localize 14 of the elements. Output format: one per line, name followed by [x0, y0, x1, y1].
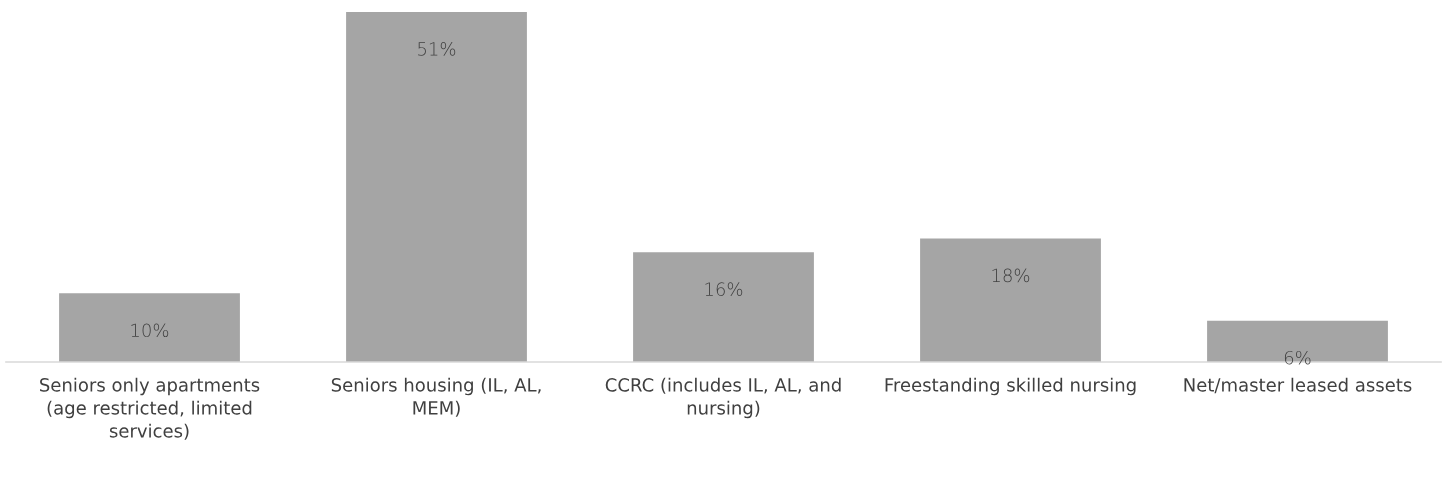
x-tick-label: Seniors only apartments (age restricted, limited services)	[40, 377, 260, 440]
bar	[59, 293, 240, 362]
data-label: 6%	[1284, 350, 1311, 365]
data-label: 18%	[992, 268, 1030, 283]
data-label: 51%	[418, 42, 456, 56]
x-tick-label: CCRC (includes IL, AL, and nursing)	[605, 377, 841, 419]
data-label: 10%	[131, 323, 169, 338]
x-tick-label: Freestanding skilled nursing	[885, 377, 1136, 396]
bar	[920, 238, 1101, 362]
x-tick-label: Net/master leased assets	[1184, 377, 1412, 394]
data-label: 16%	[705, 282, 743, 296]
x-tick-label: Seniors housing (IL, AL, MEM)	[331, 377, 541, 417]
bar	[346, 12, 527, 362]
bar	[633, 252, 814, 362]
